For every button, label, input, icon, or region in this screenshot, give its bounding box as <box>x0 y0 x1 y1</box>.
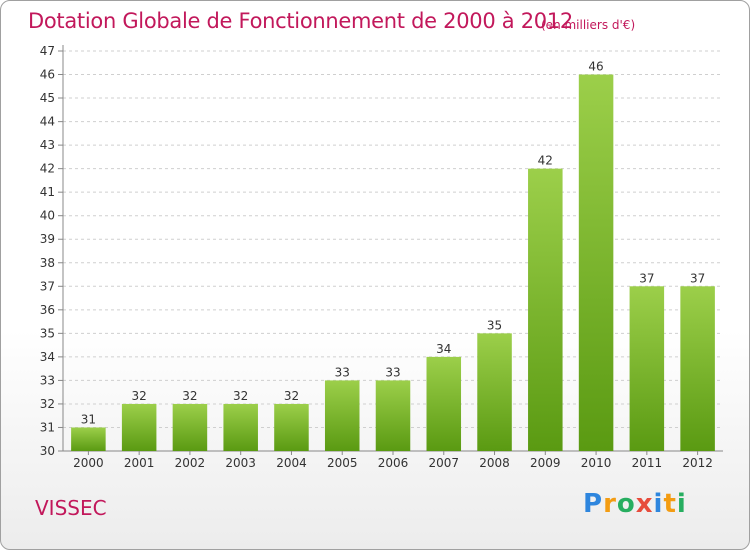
value-label: 32 <box>233 389 248 403</box>
bar-2000 <box>71 427 106 451</box>
value-label: 32 <box>182 389 197 403</box>
y-tick-label: 40 <box>40 209 55 223</box>
x-tick-label: 2005 <box>327 456 358 470</box>
y-tick-label: 33 <box>40 373 55 387</box>
bar-2007 <box>426 356 462 451</box>
y-tick-label: 32 <box>40 397 55 411</box>
logo-letter: t <box>663 489 677 519</box>
y-tick-label: 31 <box>40 420 55 434</box>
x-tick-label: 2001 <box>124 456 155 470</box>
x-tick-label: 2010 <box>581 456 612 470</box>
y-tick-label: 43 <box>40 138 55 152</box>
value-label: 35 <box>487 318 502 332</box>
value-label: 33 <box>385 365 400 379</box>
x-tick-label: 2007 <box>428 456 459 470</box>
x-tick-label: 2006 <box>378 456 409 470</box>
value-label: 31 <box>81 412 96 426</box>
y-tick-labels: 30 31 32 33 34 35 36 37 38 39 40 41 42 43 44 45 46 47 <box>40 44 55 458</box>
y-tick-label: 30 <box>40 444 55 458</box>
bar-2009 <box>528 168 563 451</box>
bar-2003 <box>223 403 258 451</box>
bar-2001 <box>121 403 157 451</box>
logo-letter: i <box>653 489 664 519</box>
chart-title: Dotation Globale de Fonctionnement de 20… <box>28 9 573 33</box>
value-label: 34 <box>436 342 451 356</box>
x-tick-labels: 2000 2001 2002 2003 2004 2005 2006 2007 2008 2009… <box>73 451 713 470</box>
y-tick-label: 35 <box>40 326 55 340</box>
x-tick-label: 2009 <box>530 456 561 470</box>
logo-letter: x <box>635 489 654 519</box>
y-tick-label: 44 <box>40 115 55 129</box>
y-tick-label: 41 <box>40 185 55 199</box>
y-tick-label: 46 <box>40 68 55 82</box>
logo-letter: i <box>676 489 687 519</box>
x-tick-label: 2012 <box>682 456 713 470</box>
value-label: 37 <box>690 271 705 285</box>
y-tick-label: 34 <box>40 350 55 364</box>
x-tick-label: 2003 <box>225 456 256 470</box>
value-label: 32 <box>132 389 147 403</box>
value-label: 37 <box>639 271 654 285</box>
value-labels: 31 32 32 32 32 33 33 34 35 42 46 37 37 <box>81 60 706 427</box>
bars <box>71 74 715 451</box>
bar-2012 <box>680 286 715 451</box>
y-tick-label: 38 <box>40 256 55 270</box>
bar-2010 <box>578 74 614 451</box>
y-tick-label: 47 <box>40 44 55 58</box>
value-label: 42 <box>538 154 553 168</box>
x-tick-label: 2011 <box>632 456 663 470</box>
bar-2004 <box>274 403 309 451</box>
logo-letter: o <box>616 489 636 519</box>
x-tick-label: 2002 <box>175 456 206 470</box>
commune-name: VISSEC <box>35 496 107 520</box>
y-tick-label: 45 <box>40 91 55 105</box>
y-tick-label: 39 <box>40 232 55 246</box>
logo-letter: r <box>603 489 617 519</box>
y-tick-label: 42 <box>40 162 55 176</box>
y-tick-label: 37 <box>40 279 55 293</box>
y-tick-label: 36 <box>40 303 55 317</box>
value-label: 32 <box>284 389 299 403</box>
logo-letter: P <box>583 489 604 519</box>
bar-2008 <box>477 333 512 451</box>
proxiti-logo: Proxiti <box>583 489 687 519</box>
value-label: 46 <box>588 60 603 74</box>
x-tick-label: 2004 <box>276 456 307 470</box>
bar-2005 <box>324 380 360 451</box>
bar-2002 <box>172 403 208 451</box>
chart-subtitle: (en milliers d'€) <box>541 18 636 32</box>
bar-2006 <box>375 380 411 451</box>
bar-2011 <box>629 286 665 451</box>
value-label: 33 <box>335 365 350 379</box>
x-tick-label: 2000 <box>73 456 104 470</box>
x-tick-label: 2008 <box>479 456 510 470</box>
